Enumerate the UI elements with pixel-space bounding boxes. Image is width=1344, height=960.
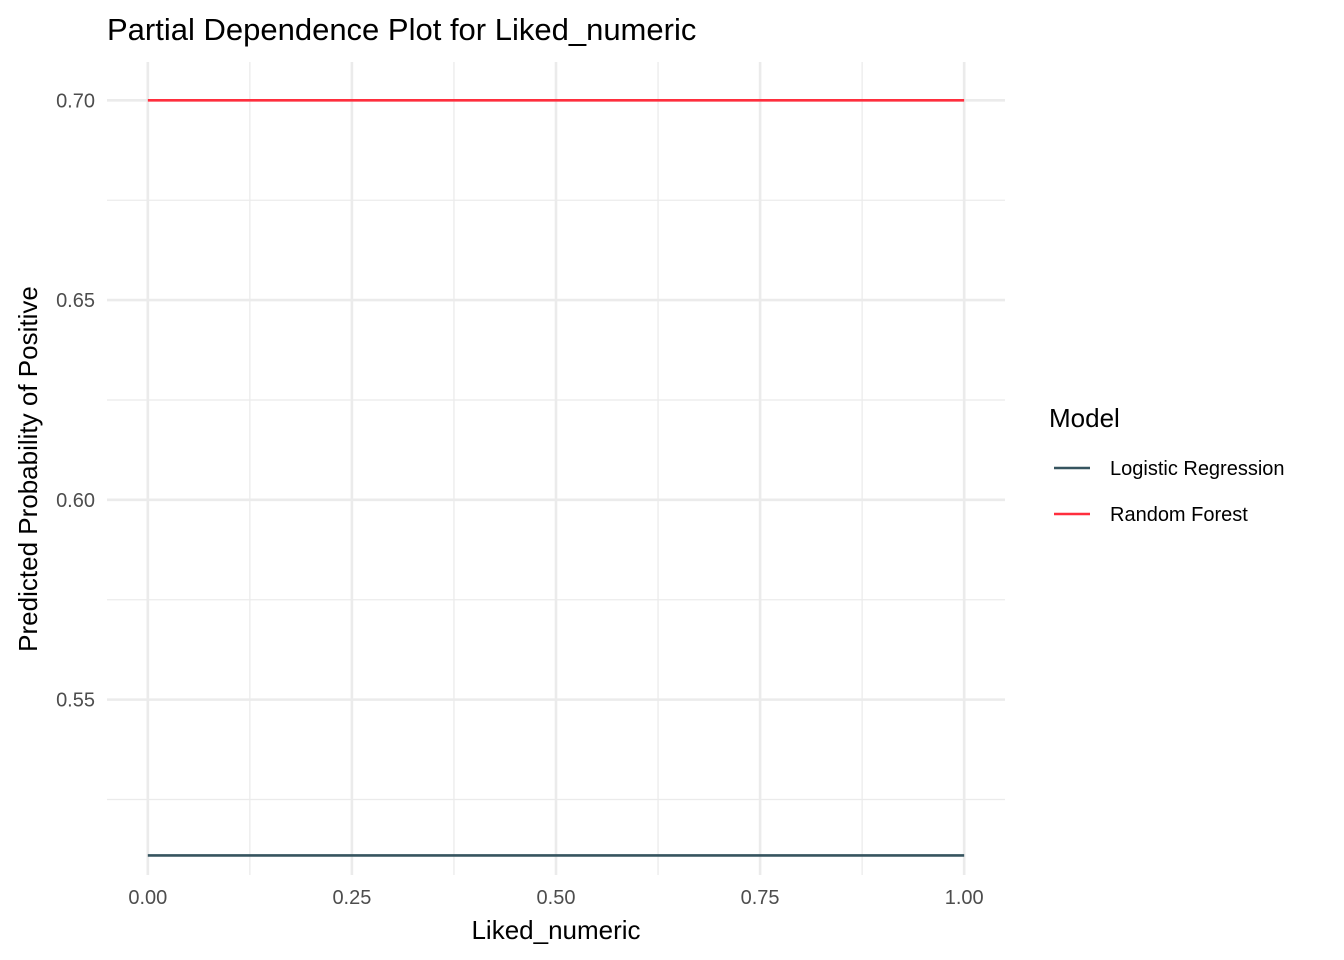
x-axis-title: Liked_numeric — [471, 915, 640, 945]
y-tick-label: 0.70 — [56, 90, 95, 112]
x-tick-label: 1.00 — [945, 887, 984, 909]
y-axis-tick-labels: 0.55 0.60 0.65 0.70 — [56, 90, 95, 711]
major-x-gridlines — [146, 62, 966, 875]
y-tick-label: 0.55 — [56, 690, 95, 712]
legend-label-random-forest: Random Forest — [1110, 504, 1248, 526]
x-tick-label: 0.00 — [128, 887, 167, 909]
y-tick-label: 0.60 — [56, 490, 95, 512]
legend-title: Model — [1049, 403, 1120, 433]
x-tick-label: 0.75 — [741, 887, 780, 909]
chart-title: Partial Dependence Plot for Liked_numeri… — [107, 12, 696, 47]
y-tick-label: 0.65 — [56, 290, 95, 312]
x-tick-label: 0.25 — [332, 887, 371, 909]
y-axis-title: Predicted Probability of Positive — [13, 286, 43, 652]
legend-items: Logistic Regression Random Forest — [1054, 458, 1285, 526]
legend-label-logistic-regression: Logistic Regression — [1110, 458, 1285, 480]
x-axis-tick-labels: 0.00 0.25 0.50 0.75 1.00 — [128, 887, 983, 909]
minor-x-gridlines — [249, 62, 863, 875]
series-lines — [147, 99, 965, 857]
x-tick-label: 0.50 — [537, 887, 576, 909]
plot-panel — [107, 62, 1005, 875]
legend: Model Logistic Regression Random Forest — [1049, 403, 1285, 526]
